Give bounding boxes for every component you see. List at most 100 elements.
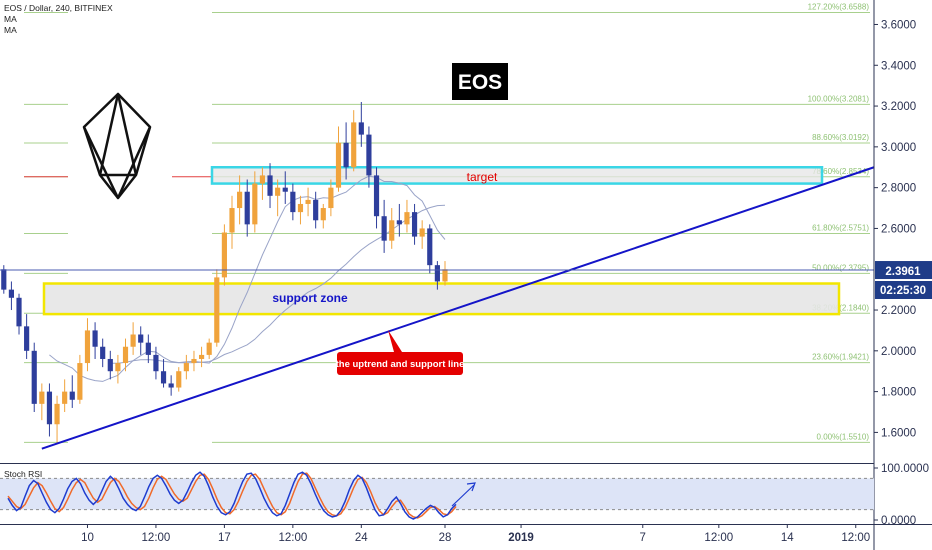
- callout-pointer: [388, 330, 402, 352]
- fib-level-label: 61.80%(2.5751): [812, 224, 869, 233]
- time-tick-label: 12:00: [142, 532, 171, 544]
- fib-level-label: 0.00%(1.5510): [817, 432, 870, 441]
- time-tick-label: 24: [355, 532, 368, 544]
- symbol-title: EOS / Dollar, 240, BITFINEX: [4, 3, 113, 13]
- price-tick-label: 3.6000: [881, 19, 916, 31]
- candle-body: [176, 371, 182, 388]
- price-tick-label: 2.0000: [881, 346, 916, 358]
- candle-body: [130, 334, 136, 347]
- eos-title-badge: [452, 63, 508, 100]
- candle-body: [145, 342, 151, 355]
- candle-body: [252, 183, 258, 225]
- candle-body: [275, 187, 281, 196]
- price-tick-label: 1.6000: [881, 427, 916, 439]
- candle-body: [396, 220, 402, 225]
- callout-box: [337, 352, 463, 375]
- candle-body: [191, 358, 197, 364]
- fib-level-label: 50.00%(2.3795): [812, 263, 869, 272]
- candle-body: [100, 346, 106, 359]
- candle-body: [427, 228, 433, 266]
- candle-body: [31, 350, 37, 404]
- rsi-tick-label: 0.0000: [881, 515, 916, 527]
- candle-body: [351, 122, 357, 168]
- time-tick-label: 2019: [508, 532, 534, 544]
- candle-body: [320, 208, 326, 221]
- eos-logo-icon: [82, 92, 152, 200]
- rsi-projection-arrow: [451, 484, 475, 507]
- price-axis-ticks[interactable]: 3.6000 3.4000 3.2000 3.0000 2.8000 2.6000 2.20…: [874, 19, 916, 439]
- candle-body: [343, 142, 349, 168]
- candle-body: [168, 383, 174, 388]
- support-zone-label: support zone: [272, 291, 348, 305]
- candle-body: [69, 391, 75, 400]
- support-zone-box[interactable]: [42, 282, 841, 316]
- price-tick-label: 1.8000: [881, 387, 916, 399]
- candle-body: [335, 142, 342, 188]
- candle-body: [419, 228, 425, 237]
- countdown-tag: [875, 281, 932, 299]
- time-tick-label: 12:00: [278, 532, 307, 544]
- time-tick-label: 10: [81, 532, 94, 544]
- uptrend-callout[interactable]: the uptrend and support line: [336, 330, 465, 375]
- candle-body: [237, 191, 243, 209]
- candle-body: [411, 212, 418, 237]
- last-price-tag: [875, 261, 932, 280]
- indicator-ma-1: MA: [4, 14, 17, 24]
- bar-countdown: 02:25:30: [880, 285, 926, 297]
- candle-body: [153, 354, 159, 372]
- candle-body: [366, 134, 372, 176]
- stoch-rsi-band: [0, 478, 874, 510]
- time-tick-label: 17: [218, 532, 231, 544]
- rsi-tick-label: 100.0000: [881, 463, 929, 475]
- time-tick-label: 28: [439, 532, 452, 544]
- uptrend-label: the uptrend and support line: [336, 359, 465, 370]
- fib-level-label: 127.20%(3.6588): [808, 2, 870, 11]
- candle-body: [8, 289, 14, 298]
- candle-body: [244, 191, 250, 225]
- stoch-rsi-label: Stoch RSI: [4, 469, 42, 479]
- candle-body: [115, 363, 121, 372]
- candle-body: [160, 371, 167, 384]
- candle-body: [389, 220, 395, 241]
- candle-body: [198, 354, 205, 359]
- target-zone-box[interactable]: [210, 166, 824, 185]
- eos-title-text: EOS: [458, 71, 502, 94]
- candle-body: [313, 199, 319, 221]
- candle-body: [62, 391, 68, 404]
- candles: [1, 101, 448, 443]
- price-tick-label: 2.2000: [881, 305, 916, 317]
- time-tick-label: 12:00: [704, 532, 733, 544]
- indicator-ma-2: MA: [4, 25, 17, 35]
- candle-body: [221, 232, 227, 278]
- price-tick-label: 2.6000: [881, 223, 916, 235]
- candle-body: [138, 334, 144, 343]
- last-price-value: 2.3961: [885, 266, 921, 278]
- candle-body: [16, 297, 22, 327]
- stoch-rsi-k-line: [7, 471, 457, 520]
- candle-body: [282, 187, 288, 192]
- rsi-arrow-head-icon: [466, 482, 476, 492]
- fib-level-label: 88.60%(3.0192): [812, 133, 869, 142]
- candle-body: [328, 187, 334, 209]
- candle-body: [77, 363, 83, 400]
- time-tick-label: 12:00: [841, 532, 870, 544]
- candle-body: [404, 212, 410, 225]
- candle-body: [290, 191, 296, 213]
- candle-body: [206, 342, 212, 355]
- candle-body: [358, 122, 364, 135]
- time-tick-label: 14: [781, 532, 794, 544]
- candle-body: [259, 175, 266, 184]
- time-axis-ticks[interactable]: 10 12:00 17 12:00 24 28 2019 7 12:00 14 12:00: [81, 524, 870, 544]
- candle-body: [24, 326, 30, 351]
- uptrend-support-line[interactable]: [41, 166, 875, 450]
- candle-body: [434, 265, 440, 282]
- price-tick-label: 3.0000: [881, 142, 916, 154]
- candle-body: [267, 175, 273, 196]
- candle-body: [1, 269, 7, 290]
- time-tick-label: 7: [640, 532, 646, 544]
- candle-body: [46, 391, 53, 425]
- candle-body: [305, 199, 311, 204]
- candle-body: [214, 277, 220, 343]
- candle-body: [297, 203, 304, 213]
